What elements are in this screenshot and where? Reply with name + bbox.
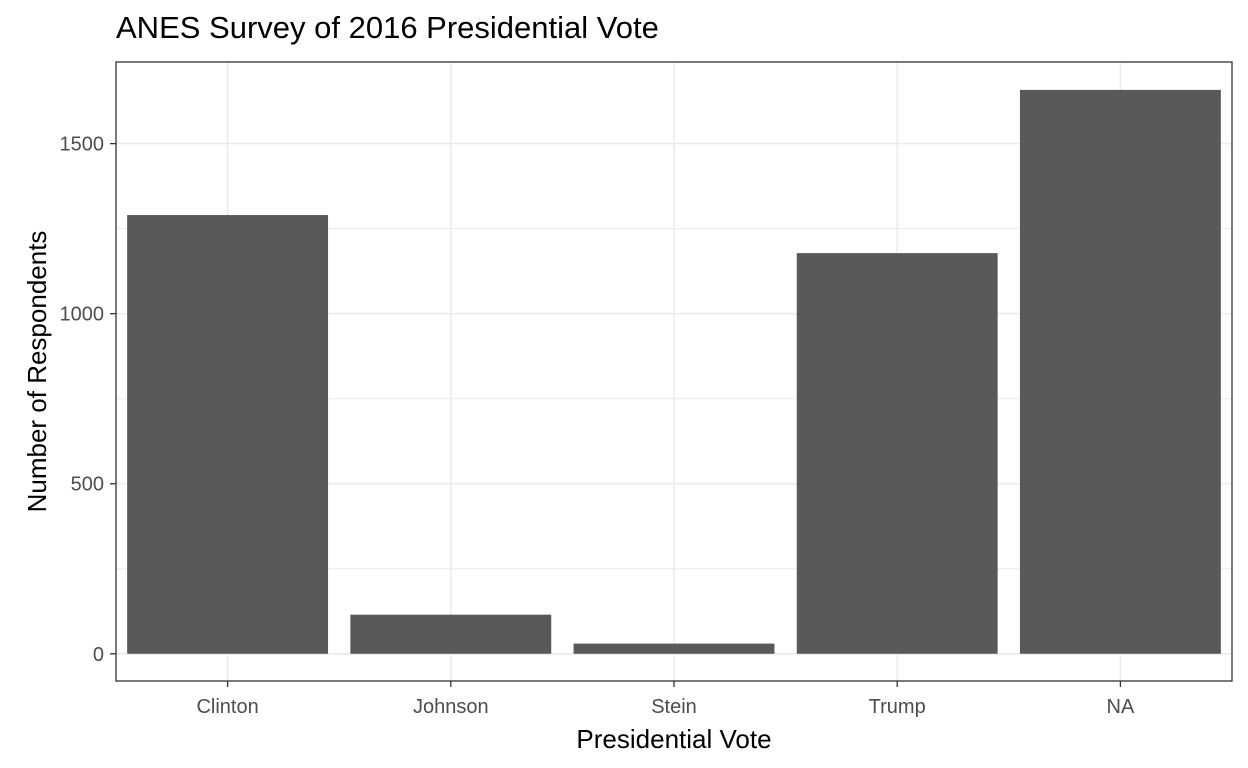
y-tick-label-2: 1000 — [60, 304, 105, 326]
y-tick-label-3: 1500 — [60, 134, 105, 156]
x-tick-label-stein: Stein — [651, 696, 697, 718]
x-tick-label-johnson: Johnson — [413, 696, 489, 718]
y-tick-label-0: 0 — [93, 644, 104, 666]
x-axis-title: Presidential Vote — [576, 724, 771, 754]
bar-clinton — [127, 215, 328, 654]
bar-johnson — [350, 615, 551, 654]
x-tick-label-clinton: Clinton — [196, 696, 258, 718]
x-axis-ticks: Clinton Johnson Stein Trump NA — [196, 681, 1134, 718]
bar-stein — [574, 644, 775, 654]
y-tick-label-1: 500 — [71, 474, 104, 496]
x-tick-label-trump: Trump — [869, 696, 926, 718]
y-axis-title: Number of Respondents — [22, 231, 52, 513]
bar-na — [1020, 90, 1221, 654]
x-tick-label-na: NA — [1107, 696, 1135, 718]
y-axis-ticks: 0 500 1000 1500 — [60, 134, 117, 666]
bar-trump — [797, 253, 998, 654]
